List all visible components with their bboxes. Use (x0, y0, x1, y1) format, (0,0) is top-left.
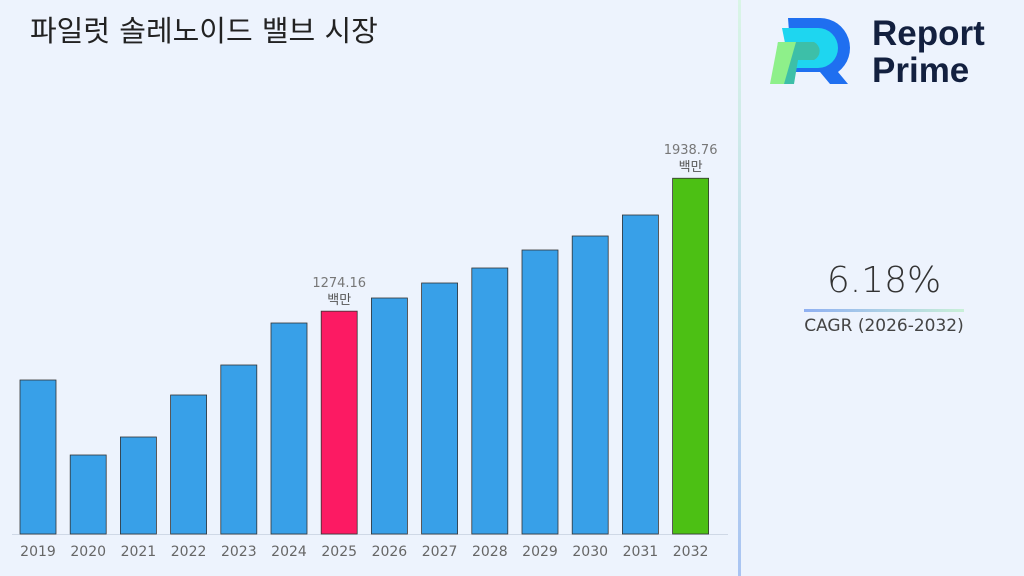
bar-2025 (320, 310, 358, 535)
brand-line2: Prime (872, 51, 970, 90)
x-tick-label: 2023 (221, 544, 257, 560)
cagr-label: CAGR (2026-2032) (804, 316, 964, 336)
bar-2019 (19, 379, 57, 535)
divider (738, 0, 741, 576)
x-tick-label: 2025 (321, 544, 357, 560)
bar-2024 (270, 322, 308, 535)
x-tick-label: 2028 (472, 544, 508, 560)
x-tick-label: 2024 (271, 544, 307, 560)
bar-2020 (69, 454, 107, 535)
bar-2030 (571, 235, 609, 535)
data-label-unit: 백만 (327, 293, 351, 308)
bar-2029 (521, 249, 559, 535)
x-tick-label: 2029 (522, 544, 558, 560)
cagr-value: 6.18% (826, 260, 942, 301)
x-tick-label: 2026 (372, 544, 408, 560)
x-tick-label: 2031 (623, 544, 659, 560)
bar-2021 (120, 436, 157, 535)
chart-title: 파일럿 솔레노이드 밸브 시장 (30, 14, 378, 48)
x-tick-label: 2021 (121, 544, 157, 560)
brand-line1: Report (872, 14, 985, 53)
x-tick-label: 2030 (572, 544, 608, 560)
data-label-value: 1274.16 (312, 276, 366, 291)
x-tick-label: 2019 (20, 544, 56, 560)
bar-2032 (672, 177, 709, 535)
data-label-unit: 백만 (679, 160, 703, 175)
data-label-value: 1938.76 (664, 143, 718, 158)
x-tick-label: 2032 (673, 544, 709, 560)
bar-chart: 2019 2020 2021 2022 2023 2024 2025 1274.16 백만 202… (12, 143, 728, 560)
bar-2023 (220, 364, 258, 535)
report-prime-logo-icon (770, 18, 850, 84)
x-tick-label: 2020 (70, 544, 106, 560)
x-tick-label: 2022 (171, 544, 207, 560)
bar-2031 (622, 214, 659, 535)
x-tick-label: 2027 (422, 544, 458, 560)
bar-2026 (370, 297, 408, 535)
bar-2027 (421, 282, 459, 535)
bar-2022 (170, 394, 208, 535)
cagr-underline (804, 309, 964, 312)
bar-2028 (471, 267, 509, 535)
